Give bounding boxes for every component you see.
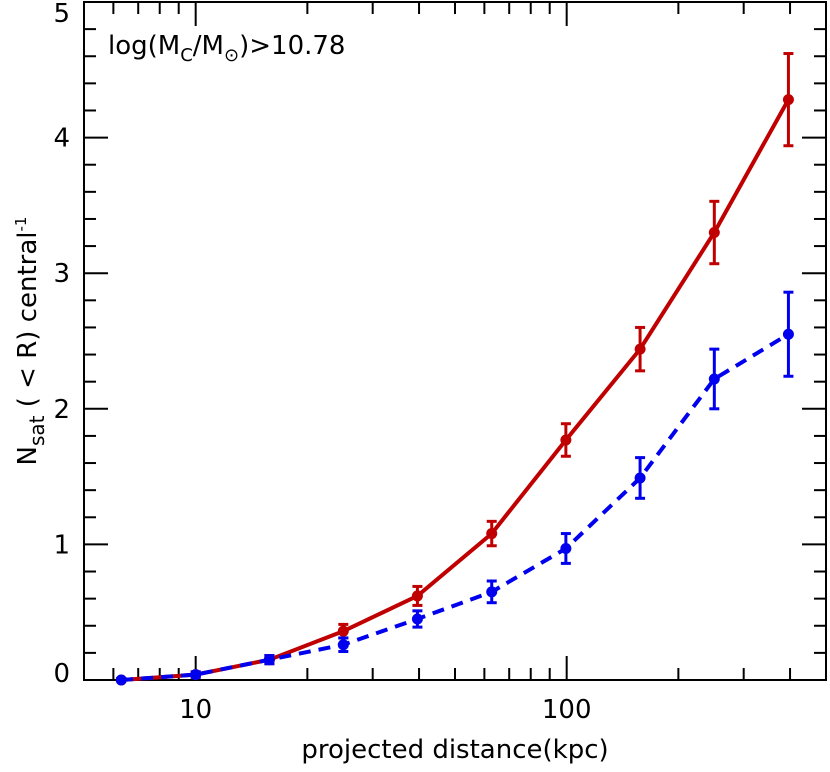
y-axis-title: Nsat ( < R) central-1 — [12, 217, 49, 466]
series-layer — [115, 52, 794, 686]
data-point — [782, 328, 794, 340]
y-axis-title-sup: -1 — [12, 217, 30, 232]
y-tick-label: 3 — [53, 259, 70, 289]
data-point — [560, 542, 572, 554]
data-point — [411, 590, 423, 602]
annotation-suffix: )>10.78 — [239, 31, 345, 61]
data-point — [486, 528, 498, 540]
annotation-sub-sun: ⊙ — [224, 45, 239, 66]
data-point — [560, 434, 572, 446]
series-line — [121, 98, 791, 682]
annotation-prefix: log(M — [108, 31, 180, 61]
annotation-sub-c: C — [180, 45, 193, 66]
y-tick-label: 5 — [53, 0, 70, 29]
y-axis-title-main: N — [13, 446, 43, 465]
data-point — [411, 613, 423, 625]
series-0 — [115, 52, 794, 686]
series-1 — [115, 290, 794, 686]
data-point — [634, 472, 646, 484]
series-line — [121, 332, 790, 682]
data-point — [782, 94, 794, 106]
data-point — [337, 639, 349, 651]
data-point — [337, 625, 349, 637]
data-point — [190, 669, 202, 681]
data-point — [708, 373, 720, 385]
y-tick-label: 0 — [53, 659, 70, 689]
data-point — [263, 654, 275, 666]
mass-cut-annotation: log(MC/M⊙)>10.78 — [108, 31, 345, 66]
data-point — [708, 227, 720, 239]
x-axis-title: projected distance(kpc) — [301, 735, 608, 765]
x-tick-label: 10 — [179, 695, 212, 725]
plot-frame — [83, 1, 827, 681]
y-tick-label: 2 — [53, 395, 70, 425]
y-tick-label: 4 — [53, 124, 70, 154]
y-axis-title-rest: ( < R) central — [13, 231, 43, 415]
data-point — [634, 343, 646, 355]
annotation-mid: /M — [193, 31, 224, 61]
y-axis-title-sub: sat — [25, 415, 49, 446]
axis-tick-labels: 10 100 0 1 2 3 4 5 — [53, 0, 591, 725]
y-tick-label: 1 — [53, 530, 70, 560]
x-tick-label: 100 — [542, 695, 592, 725]
data-point — [486, 586, 498, 598]
data-point — [115, 674, 127, 686]
axis-ticks — [83, 1, 827, 681]
